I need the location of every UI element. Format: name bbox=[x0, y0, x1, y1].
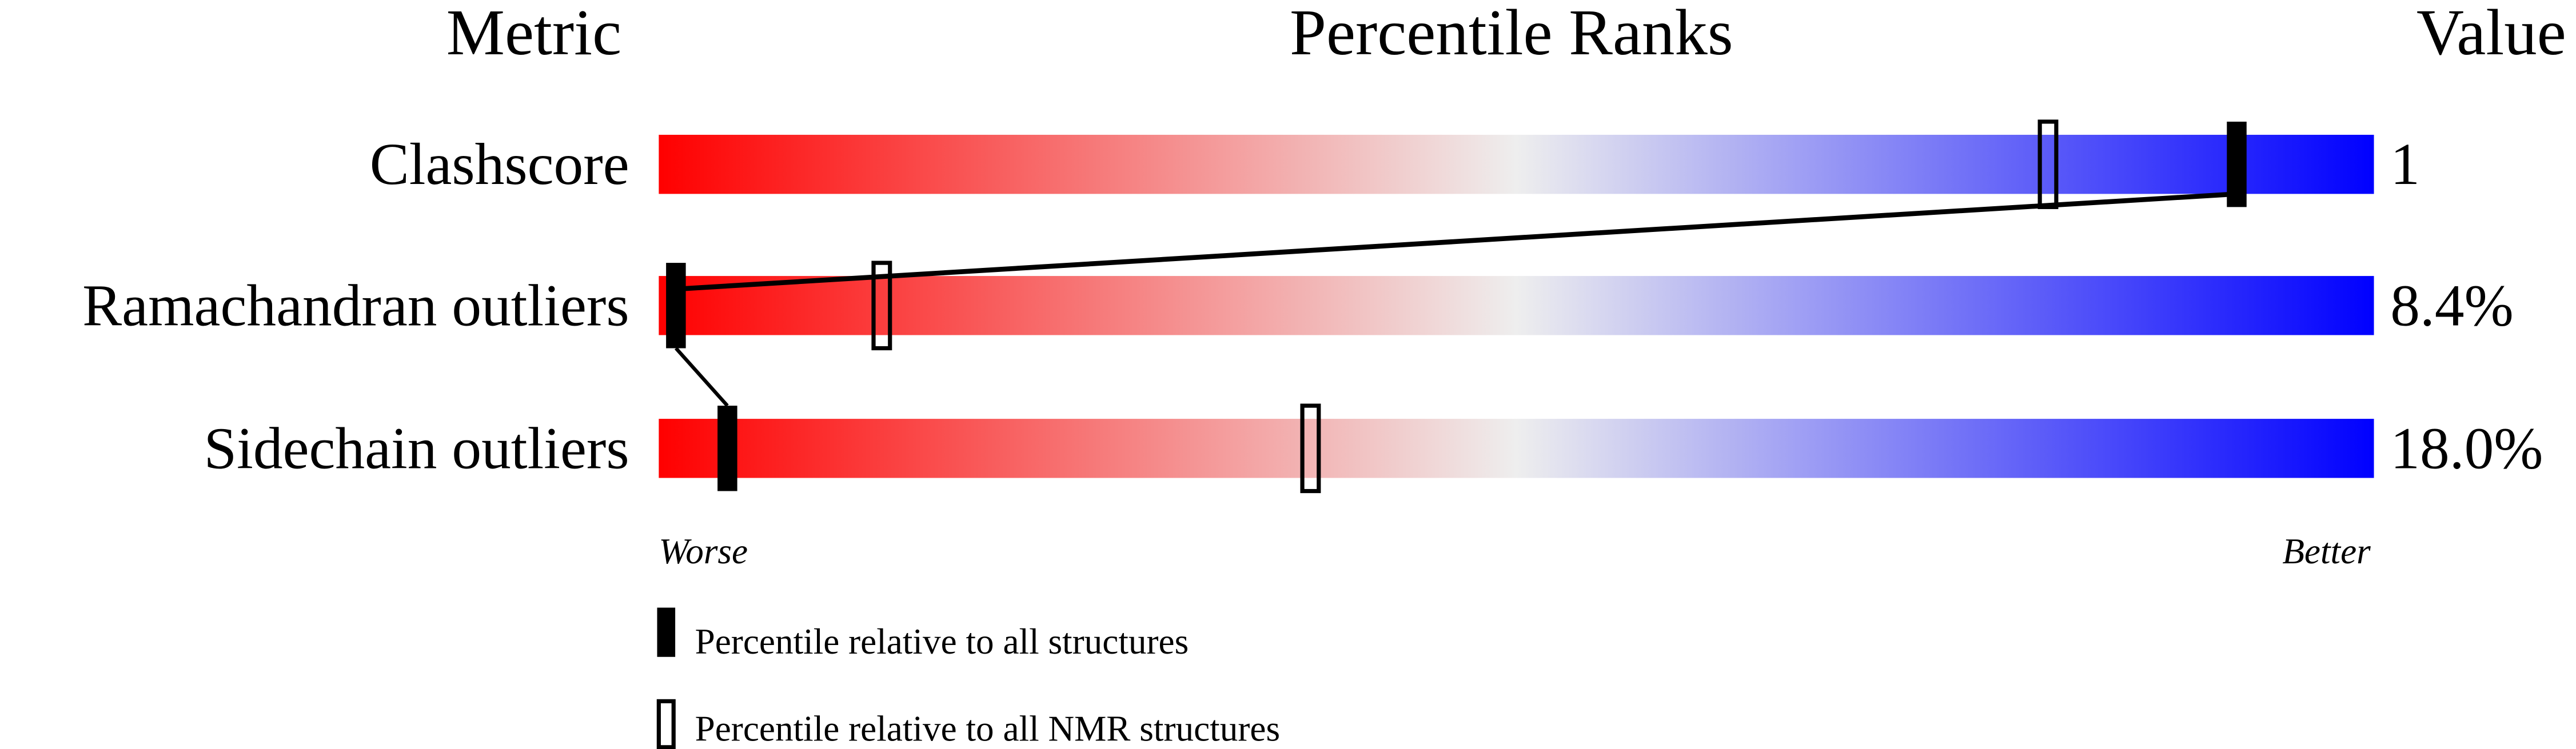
legend-open-marker bbox=[656, 699, 676, 749]
header-percentile: Percentile Ranks bbox=[1290, 0, 1733, 69]
header-metric: Metric bbox=[446, 0, 621, 69]
legend-label-all: Percentile relative to all structures bbox=[695, 622, 1189, 662]
connector-line bbox=[675, 347, 729, 407]
marker-nmr bbox=[871, 261, 892, 351]
header-value: Value bbox=[2417, 0, 2566, 69]
marker-nmr bbox=[2037, 119, 2059, 209]
metric-value: 8.4% bbox=[2390, 273, 2513, 338]
marker-nmr bbox=[1300, 403, 1321, 494]
gradient-bar bbox=[659, 276, 2374, 335]
gradient-bar bbox=[659, 419, 2374, 478]
marker-all bbox=[2227, 121, 2247, 207]
legend-label-nmr: Percentile relative to all NMR structure… bbox=[695, 708, 1280, 748]
axis-label-worse: Worse bbox=[659, 531, 748, 571]
gradient-bar bbox=[659, 134, 2374, 194]
connector-line bbox=[676, 191, 2237, 292]
marker-all bbox=[666, 263, 686, 349]
metric-value: 18.0% bbox=[2390, 416, 2543, 481]
marker-all bbox=[717, 406, 737, 491]
axis-label-better: Better bbox=[2282, 531, 2371, 571]
metric-label: Ramachandran outliers bbox=[82, 273, 629, 338]
metric-value: 1 bbox=[2390, 132, 2420, 197]
legend-filled-marker bbox=[657, 607, 676, 657]
metric-label: Clashscore bbox=[370, 132, 629, 197]
metric-label: Sidechain outliers bbox=[204, 416, 629, 481]
